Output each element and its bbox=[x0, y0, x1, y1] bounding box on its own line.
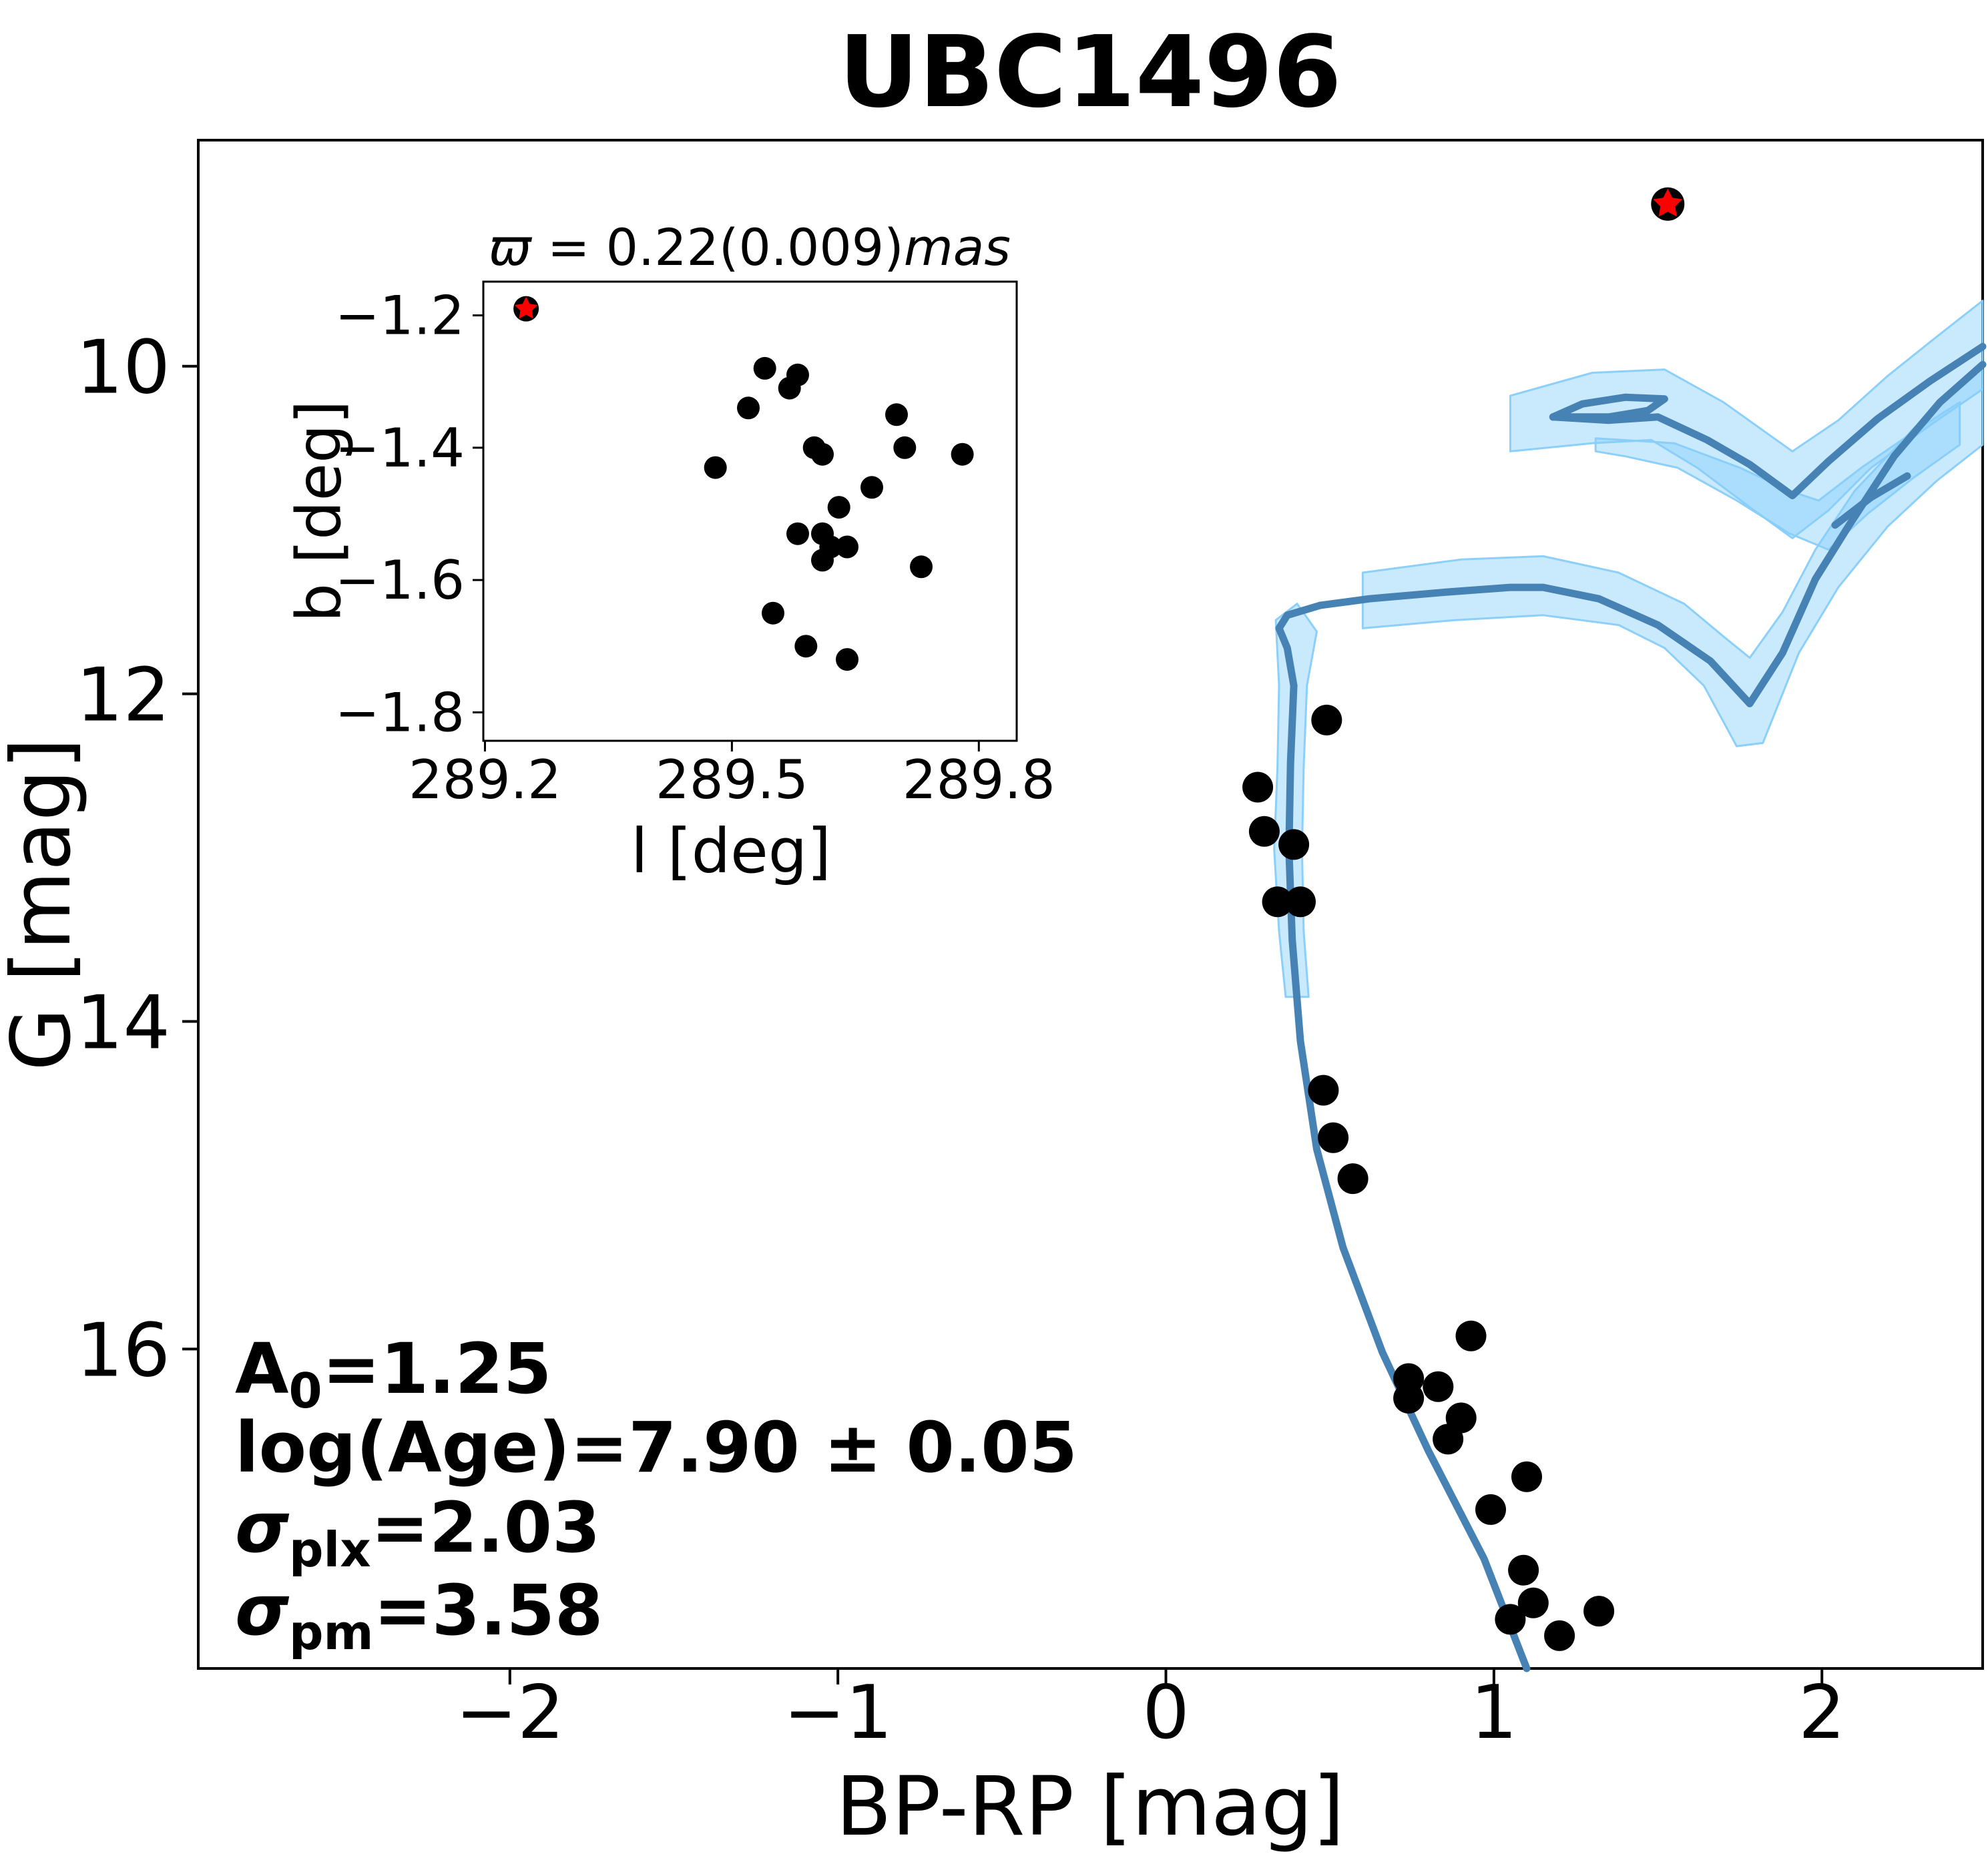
inset-y-axis-label: b [deg] bbox=[283, 400, 355, 623]
inset-member-dot bbox=[811, 549, 834, 572]
inset-member-dot bbox=[893, 436, 917, 459]
member-dot bbox=[1318, 1122, 1349, 1153]
figure-title: UBC1496 bbox=[838, 15, 1342, 129]
member-dot bbox=[1242, 771, 1274, 803]
parallax-equals: = bbox=[531, 218, 606, 277]
inset-member-dot bbox=[951, 442, 974, 466]
inset-y-tick-label: −1.6 bbox=[335, 549, 465, 611]
member-dot bbox=[1517, 1587, 1549, 1618]
inset-field-star-icon bbox=[515, 297, 537, 318]
annotation-sigma-plx-symbol: σ bbox=[235, 1487, 289, 1568]
annotation-sigma-plx-sub: plx bbox=[289, 1521, 371, 1578]
x-tick-label: 0 bbox=[1142, 1670, 1190, 1756]
annotation-logage: log(Age)=7.90 ± 0.05 bbox=[235, 1407, 1077, 1488]
annotation-a0-value: =1.25 bbox=[322, 1328, 552, 1410]
inset-member-dot bbox=[753, 356, 776, 380]
member-dot bbox=[1508, 1554, 1539, 1586]
member-dot bbox=[1285, 886, 1316, 918]
x-tick-label: −2 bbox=[455, 1670, 565, 1756]
member-dot bbox=[1278, 829, 1310, 860]
member-dot bbox=[1455, 1320, 1487, 1351]
member-dot bbox=[1495, 1604, 1526, 1635]
member-dot bbox=[1308, 1074, 1339, 1106]
x-tick-label: 2 bbox=[1798, 1670, 1846, 1756]
inset-y-tick-label: −1.4 bbox=[335, 417, 465, 479]
inset-parallax-annotation: ϖ = 0.22(0.009)mas bbox=[489, 218, 1011, 277]
inset-y-tick-label: −1.8 bbox=[335, 681, 465, 743]
inset-member-dot bbox=[836, 535, 858, 559]
isochrone-line-upper-isochrone-hook bbox=[1549, 393, 1668, 421]
member-dot bbox=[1311, 704, 1342, 735]
member-dot bbox=[1393, 1383, 1425, 1414]
isochrone-band-nominal bbox=[1361, 365, 1984, 747]
isochrone-line-upper-isochrone bbox=[1549, 342, 1987, 500]
member-dot bbox=[1583, 1596, 1615, 1627]
inset-y-tick-label: −1.2 bbox=[335, 285, 465, 347]
member-dot bbox=[1511, 1461, 1542, 1492]
annotation-sigma-plx: σplx=2.03 bbox=[235, 1487, 600, 1578]
inset-member-dot bbox=[786, 522, 809, 545]
inset-member-dot bbox=[836, 648, 858, 671]
parallax-unit: mas bbox=[903, 218, 1011, 277]
inset-member-dot bbox=[827, 496, 850, 519]
member-dot bbox=[1262, 886, 1293, 918]
field-star-icon bbox=[1653, 189, 1682, 216]
inset-x-tick-label: 289.2 bbox=[409, 749, 561, 811]
inset-x-tick-label: 289.8 bbox=[903, 749, 1055, 811]
y-tick-label: 10 bbox=[76, 325, 170, 411]
inset-member-dot bbox=[794, 635, 818, 658]
inset-member-dot bbox=[885, 403, 908, 426]
inset-member-dot bbox=[762, 601, 784, 625]
isochrone-line-middle-stub bbox=[1831, 472, 1911, 529]
annotation-a0-symbol: A bbox=[235, 1328, 289, 1410]
main-axes-frame bbox=[197, 139, 1984, 1670]
y-tick-label: 16 bbox=[76, 1307, 170, 1394]
isochrone-band-upper bbox=[1509, 300, 1984, 539]
member-dot bbox=[1337, 1163, 1369, 1195]
member-dot bbox=[1475, 1494, 1506, 1525]
inset-axes-frame bbox=[482, 280, 1018, 742]
inset-member-dot bbox=[778, 376, 801, 400]
annotation-sigma-plx-value: =2.03 bbox=[370, 1487, 601, 1568]
parallax-symbol: ϖ bbox=[489, 218, 531, 277]
x-axis-label: BP-RP [mag] bbox=[836, 1759, 1344, 1854]
x-tick-label: −1 bbox=[783, 1670, 893, 1756]
y-axis-label: G [mag] bbox=[0, 737, 89, 1071]
inset-x-tick-label: 289.5 bbox=[656, 749, 808, 811]
inset-member-dot bbox=[737, 396, 760, 420]
parallax-value: 0.22(0.009) bbox=[605, 218, 904, 277]
annotation-sigma-pm: σpm=3.58 bbox=[235, 1570, 603, 1661]
isochrone-line-main-sequence bbox=[1275, 601, 1531, 1672]
x-tick-label: 1 bbox=[1471, 1670, 1518, 1756]
annotation-sigma-pm-sub: pm bbox=[289, 1604, 374, 1660]
member-dot bbox=[1248, 816, 1280, 847]
isochrone-line-subgiant-nominal bbox=[1316, 360, 1987, 707]
inset-member-dot bbox=[860, 476, 883, 499]
member-dot bbox=[1423, 1371, 1454, 1402]
annotation-sigma-pm-symbol: σ bbox=[235, 1570, 289, 1651]
member-dot bbox=[1433, 1424, 1464, 1455]
inset-member-dot bbox=[704, 456, 727, 479]
annotation-sigma-pm-value: =3.58 bbox=[373, 1570, 603, 1651]
y-tick-label: 12 bbox=[76, 653, 170, 739]
annotation-a0: A0=1.25 bbox=[235, 1328, 551, 1420]
inset-member-dot bbox=[811, 442, 834, 466]
y-tick-label: 14 bbox=[76, 980, 170, 1066]
annotation-a0-sub: 0 bbox=[288, 1362, 322, 1419]
member-dot bbox=[1544, 1620, 1575, 1651]
inset-x-axis-label: l [deg] bbox=[631, 816, 831, 887]
inset-member-dot bbox=[910, 555, 933, 579]
